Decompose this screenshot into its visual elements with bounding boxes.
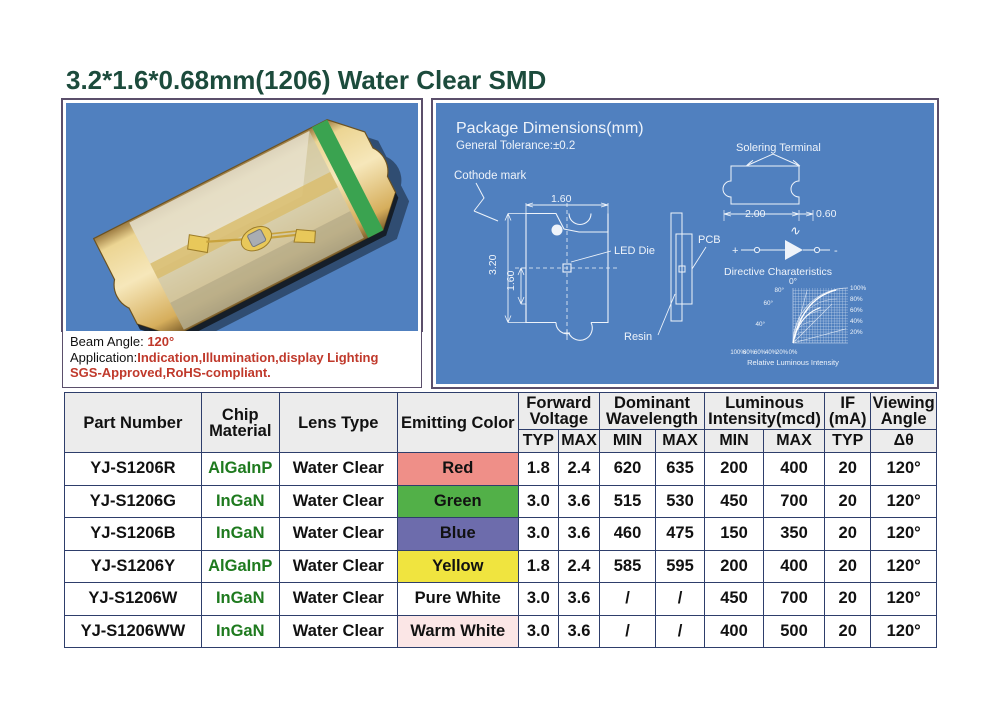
- svg-text:40°: 40°: [755, 320, 765, 328]
- svg-text:Cothode mark: Cothode mark: [454, 170, 526, 182]
- svg-text:20%: 20%: [850, 329, 863, 336]
- svg-text:Directive Charateristics: Directive Charateristics: [724, 266, 832, 278]
- svg-text:40%: 40%: [765, 350, 778, 356]
- svg-text:80°: 80°: [774, 286, 784, 294]
- svg-text:Resin: Resin: [624, 331, 652, 343]
- svg-text:3.20: 3.20: [487, 254, 499, 275]
- svg-text:PCB: PCB: [698, 234, 721, 246]
- svg-text:2.00: 2.00: [745, 208, 766, 220]
- svg-text:0.60: 0.60: [816, 208, 837, 220]
- svg-text:-: -: [834, 245, 838, 257]
- svg-text:0%: 0%: [789, 350, 798, 356]
- svg-text:Solering Terminal: Solering Terminal: [736, 142, 821, 154]
- svg-text:0°: 0°: [789, 276, 797, 286]
- svg-text:100%: 100%: [850, 285, 867, 292]
- svg-text:80%: 80%: [850, 296, 863, 303]
- svg-text:20%: 20%: [776, 350, 789, 356]
- svg-text:Package Dimensions(mm): Package Dimensions(mm): [456, 120, 644, 137]
- svg-text:Relative Luminous Intensity: Relative Luminous Intensity: [747, 358, 839, 367]
- svg-text:1.60: 1.60: [505, 270, 517, 291]
- svg-text:40%: 40%: [850, 318, 863, 325]
- svg-text:LED Die: LED Die: [614, 245, 655, 257]
- svg-text:General Tolerance:±0.2: General Tolerance:±0.2: [456, 140, 575, 152]
- svg-text:∿: ∿: [789, 223, 800, 238]
- svg-text:60%: 60%: [850, 307, 863, 314]
- svg-text:60°: 60°: [763, 299, 773, 307]
- svg-text:+: +: [732, 245, 738, 257]
- svg-text:60%: 60%: [754, 350, 767, 356]
- svg-text:100%: 100%: [730, 350, 746, 356]
- svg-text:1.60: 1.60: [551, 193, 572, 205]
